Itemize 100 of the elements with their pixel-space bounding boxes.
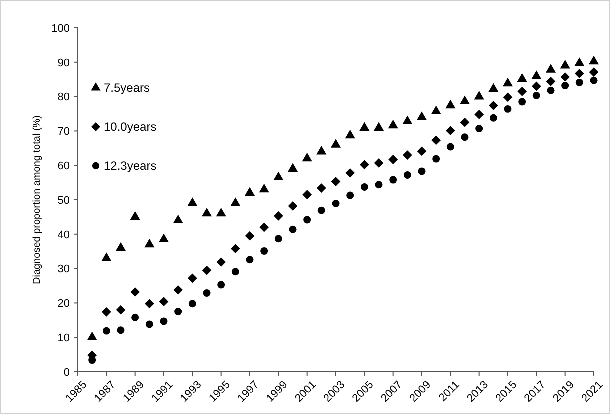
point xyxy=(388,155,398,164)
point xyxy=(144,238,155,248)
point xyxy=(116,242,126,252)
point xyxy=(546,64,556,73)
point xyxy=(274,235,282,243)
y-tick-label: 60 xyxy=(58,160,70,172)
point xyxy=(117,326,125,334)
point xyxy=(560,72,570,82)
point xyxy=(216,258,226,267)
point xyxy=(188,300,196,308)
point xyxy=(102,252,112,262)
point xyxy=(390,176,398,184)
point xyxy=(174,308,182,316)
point xyxy=(360,184,368,192)
point xyxy=(460,96,470,105)
point xyxy=(446,126,456,136)
point xyxy=(345,130,356,139)
point xyxy=(532,70,542,80)
point xyxy=(574,58,585,66)
point xyxy=(388,120,398,129)
point xyxy=(418,168,426,176)
point xyxy=(244,187,256,196)
y-tick-label: 20 xyxy=(58,298,70,310)
point xyxy=(518,86,528,96)
point xyxy=(203,289,211,297)
point xyxy=(304,216,312,224)
point xyxy=(158,234,170,242)
point xyxy=(446,143,454,151)
point xyxy=(188,198,198,206)
point xyxy=(87,332,98,341)
point xyxy=(532,82,542,92)
point xyxy=(431,106,442,114)
point xyxy=(260,222,270,232)
point xyxy=(260,248,268,255)
point xyxy=(346,168,356,178)
point xyxy=(146,320,154,328)
point xyxy=(490,114,498,122)
point xyxy=(130,211,140,220)
point xyxy=(404,171,412,179)
point xyxy=(259,184,270,193)
point xyxy=(288,202,298,211)
point xyxy=(174,285,184,295)
point xyxy=(216,208,226,217)
y-tick-label: 100 xyxy=(52,22,70,35)
point xyxy=(590,76,598,84)
point xyxy=(316,146,327,155)
point xyxy=(446,100,456,109)
point xyxy=(318,206,326,214)
point xyxy=(346,192,354,200)
point xyxy=(560,60,570,69)
point xyxy=(488,83,499,92)
y-axis-title: Diagnosed proportion among total (%) xyxy=(32,116,43,284)
point xyxy=(474,110,484,120)
y-tick-label: 40 xyxy=(58,229,70,242)
point xyxy=(202,208,212,217)
y-tick-label: 50 xyxy=(58,194,70,207)
point xyxy=(360,122,370,132)
point xyxy=(461,134,469,142)
point xyxy=(374,158,384,168)
point xyxy=(245,231,255,241)
y-tick-label: 70 xyxy=(58,126,70,138)
point xyxy=(460,118,470,128)
point xyxy=(230,198,241,206)
y-tick-label: 90 xyxy=(58,57,70,70)
point xyxy=(518,98,526,106)
point xyxy=(232,268,240,276)
point xyxy=(402,116,413,124)
point xyxy=(188,274,198,284)
point xyxy=(202,266,212,276)
point xyxy=(246,256,254,264)
point xyxy=(274,172,284,181)
point xyxy=(588,56,600,65)
point xyxy=(332,200,340,208)
legend-label: 12.3years xyxy=(104,159,157,174)
y-tick-label: 30 xyxy=(58,264,70,276)
point xyxy=(589,68,599,78)
point xyxy=(160,318,168,326)
point xyxy=(144,299,154,309)
point xyxy=(102,307,112,317)
legend-label: 10.0years xyxy=(104,120,157,134)
point xyxy=(432,155,440,163)
point xyxy=(130,288,140,297)
point xyxy=(331,177,341,186)
point xyxy=(102,327,110,335)
point xyxy=(574,69,584,78)
legend-label: 7.5years xyxy=(104,81,150,96)
y-tick-label: 80 xyxy=(58,92,70,104)
point xyxy=(416,112,428,120)
point xyxy=(289,226,297,234)
point xyxy=(546,76,556,86)
point xyxy=(173,214,184,224)
point xyxy=(288,163,298,172)
point xyxy=(547,86,555,94)
point xyxy=(88,356,96,364)
point xyxy=(159,297,169,307)
point xyxy=(375,181,383,189)
point xyxy=(502,78,514,87)
point xyxy=(474,90,484,100)
point xyxy=(230,244,240,254)
y-tick-label: 10 xyxy=(58,332,70,344)
